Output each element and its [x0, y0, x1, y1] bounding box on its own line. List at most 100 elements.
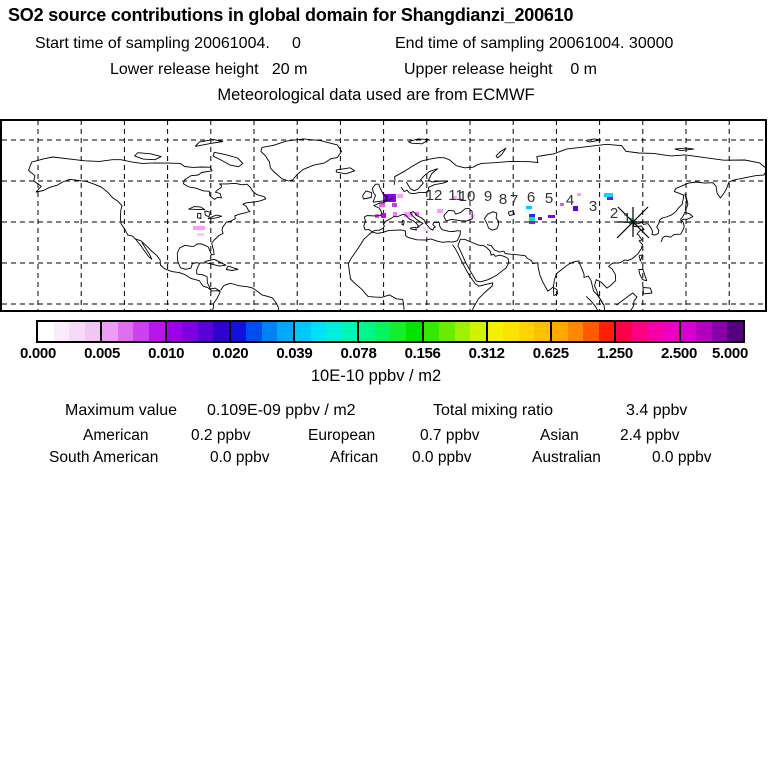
concentration-patch	[423, 227, 428, 231]
colorbar-tick-label: 0.156	[404, 345, 441, 362]
concentration-patch	[381, 213, 386, 218]
trajectory-hour-label: 6	[527, 189, 535, 206]
colorbar-cell	[69, 322, 85, 341]
colorbar-cell	[678, 322, 697, 341]
source-region-value: 0.7 ppbv	[420, 427, 480, 444]
trajectory-hour-label: 9	[484, 188, 492, 205]
colorbar-tick-label: 0.005	[84, 345, 121, 362]
concentration-patch	[393, 212, 397, 216]
colorbar-unit-label: 10E-10 ppbv / m2	[310, 367, 442, 385]
source-region-value: 0.0 ppbv	[652, 449, 712, 466]
trajectory-hour-label: 2	[610, 205, 618, 222]
trajectory-hour-label: 3	[589, 198, 597, 215]
concentration-patch	[560, 203, 564, 206]
concentration-patch	[529, 214, 535, 217]
colorbar-cell	[696, 322, 712, 341]
source-region-label: European	[308, 427, 376, 444]
concentration-patch	[573, 206, 578, 211]
trajectory-hour-label: 11	[448, 187, 464, 204]
concentration-patch	[630, 218, 633, 221]
concentration-patch	[548, 215, 555, 218]
concentration-patch	[529, 217, 535, 221]
colorbar-cell	[197, 322, 214, 341]
trajectory-hour-label: 8	[499, 191, 507, 208]
concentration-patch	[526, 206, 532, 209]
colorbar-cell	[100, 322, 118, 341]
colorbar-cell	[390, 322, 406, 341]
colorbar-cell	[310, 322, 327, 341]
colorbar-cell	[567, 322, 584, 341]
source-region-value: 0.0 ppbv	[412, 449, 472, 466]
colorbar-cell	[614, 322, 632, 341]
colorbar-cell	[421, 322, 440, 341]
concentration-patch	[452, 196, 457, 199]
trajectory-hour-label: 10	[459, 188, 476, 205]
colorbar-cell	[485, 322, 504, 341]
colorbar-cell	[711, 322, 728, 341]
concentration-patch	[437, 209, 443, 213]
source-region-value: 0.2 ppbv	[191, 427, 251, 444]
trajectory-hour-label: 4	[566, 192, 574, 209]
plot-title: SO2 source contributions in global domai…	[8, 5, 574, 25]
concentration-patch	[604, 193, 613, 197]
coastlines	[28, 138, 766, 310]
colorbar-tick-label: 0.010	[148, 345, 185, 362]
colorbar-cell	[503, 322, 519, 341]
source-region-label: African	[330, 449, 379, 466]
colorbar-cell	[341, 322, 358, 341]
concentration-patch	[197, 233, 204, 236]
colorbar-cell	[117, 322, 134, 341]
colorbar-tick-label: 1.250	[596, 345, 633, 362]
colorbar-cell	[261, 322, 278, 341]
colorbar-tick-label: 0.000	[19, 345, 57, 362]
colorbar-cell	[534, 322, 550, 341]
colorbar-cell	[727, 322, 743, 341]
max-value: 0.109E-09 ppbv / m2	[207, 402, 356, 419]
colorbar-cell	[326, 322, 342, 341]
colorbar-cell	[293, 322, 311, 341]
concentration-patch	[529, 221, 535, 224]
met-data-text: Meteorological data used are from ECMWF	[217, 86, 535, 104]
colorbar-tick-label: 0.078	[340, 345, 377, 362]
trajectory-hour-label: 12	[426, 187, 443, 204]
source-region-label: Asian	[540, 427, 579, 444]
colorbar-tick-label: 0.625	[532, 345, 569, 362]
colorbar	[36, 320, 745, 343]
concentration-patch	[397, 194, 403, 198]
source-region-label: American	[83, 427, 149, 444]
lower-release-text: Lower release height 20 m	[110, 61, 308, 78]
colorbar-cell	[53, 322, 70, 341]
receptor-star-marker	[616, 206, 650, 239]
colorbar-cell	[164, 322, 183, 341]
colorbar-cell	[277, 322, 293, 341]
colorbar-tick-label: 5.000	[711, 345, 749, 362]
source-region-label: Australian	[532, 449, 601, 466]
colorbar-cell	[598, 322, 615, 341]
concentration-patch	[607, 197, 613, 200]
colorbar-cell	[84, 322, 101, 341]
colorbar-tick-label: 0.020	[212, 345, 249, 362]
colorbar-cell	[246, 322, 262, 341]
colorbar-cell	[38, 322, 54, 341]
colorbar-tick-label: 0.039	[276, 345, 313, 362]
trajectory-hour-label: 1	[623, 210, 631, 227]
start-time-text: Start time of sampling 20061004. 0	[35, 35, 301, 52]
trajectory-hour-label: 7	[510, 192, 518, 209]
concentration-patch	[577, 193, 581, 196]
colorbar-cell	[518, 322, 535, 341]
total-ratio-label: Total mixing ratio	[433, 402, 554, 419]
source-region-label: South American	[49, 449, 159, 466]
concentration-patch	[193, 226, 205, 230]
colorbar-cell	[213, 322, 229, 341]
colorbar-cell	[182, 322, 198, 341]
upper-release-text: Upper release height 0 m	[404, 61, 597, 78]
concentration-patch	[392, 203, 397, 207]
concentration-patch	[629, 222, 632, 224]
colorbar-cell	[228, 322, 247, 341]
colorbar-cell	[662, 322, 679, 341]
concentration-patch	[383, 194, 396, 202]
colorbar-cell	[550, 322, 568, 341]
colorbar-cell	[439, 322, 455, 341]
